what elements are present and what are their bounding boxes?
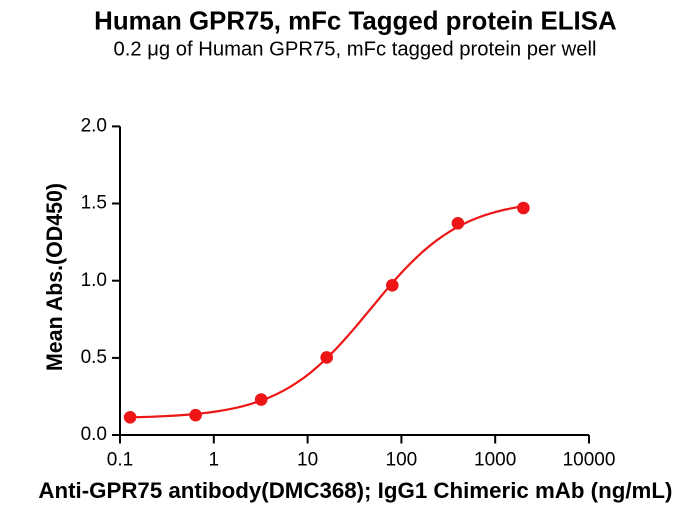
svg-text:Human GPR75, mFc Tagged protei: Human GPR75, mFc Tagged protein ELISA [94,5,617,35]
svg-text:0.1: 0.1 [107,450,133,471]
svg-text:1: 1 [209,450,220,471]
svg-text:1.5: 1.5 [81,193,107,214]
svg-text:10000: 10000 [563,450,616,471]
svg-text:Anti-GPR75 antibody(DMC368); I: Anti-GPR75 antibody(DMC368); IgG1 Chimer… [38,478,672,503]
svg-text:10: 10 [297,450,318,471]
svg-text:1000: 1000 [474,450,516,471]
svg-text:0.0: 0.0 [81,424,107,445]
svg-text:100: 100 [386,450,418,471]
svg-text:2.0: 2.0 [81,116,107,137]
svg-text:0.5: 0.5 [81,347,107,368]
svg-text:Mean Abs.(OD450): Mean Abs.(OD450) [42,183,67,371]
svg-text:1.0: 1.0 [81,270,107,291]
svg-text:0.2 μg of Human GPR75, mFc tag: 0.2 μg of Human GPR75, mFc tagged protei… [114,39,597,61]
